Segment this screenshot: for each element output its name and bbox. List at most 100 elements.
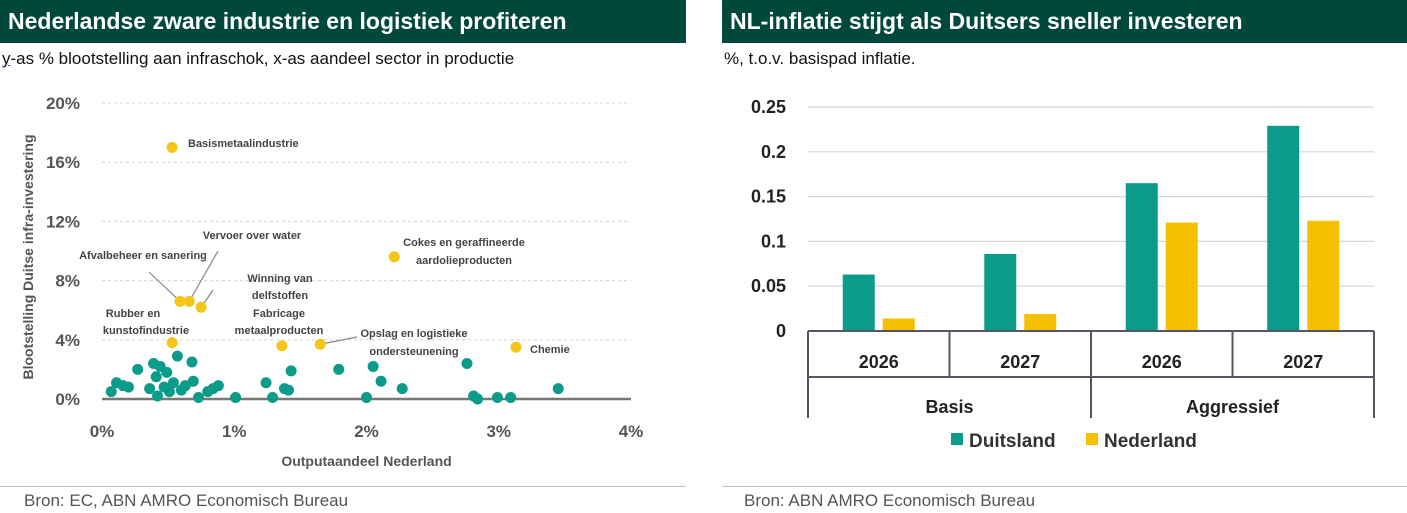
x-tick-label: 3% — [486, 422, 511, 441]
y-tick-label: 0.15 — [751, 187, 786, 207]
point-label-line: metaalproducten — [235, 325, 324, 337]
y-tick-label: 12% — [46, 212, 80, 231]
y-tick-label: 16% — [46, 153, 80, 172]
scatter-point — [461, 357, 473, 369]
point-label-line: Vervoer over water — [203, 230, 302, 242]
scatter-point — [260, 377, 272, 389]
bar-duitsland-1 — [984, 253, 1017, 331]
category-label: 2026 — [859, 352, 899, 372]
x-axis-title: Outputaandeel Nederland — [281, 453, 451, 469]
bar-duitsland-2 — [1125, 183, 1158, 331]
leader-line — [320, 336, 358, 345]
point-label: Fabricage metaalproducten — [235, 308, 324, 337]
bar-nederland-2 — [1165, 222, 1198, 331]
scatter-point — [361, 392, 372, 404]
scatter-point-highlighted — [166, 337, 178, 349]
bar-panel: NL-inflatie stijgt als Duitsers sneller … — [722, 0, 1407, 513]
scatter-chart: 0% 4% 8% 12% 16% 20% 0% 1% 2% 3% 4% Outputaandeel N… — [20, 94, 644, 469]
legend-label: Duitsland — [969, 431, 1056, 452]
scatter-point-highlighted — [510, 341, 522, 353]
category-label: 2026 — [1142, 352, 1182, 372]
scatter-point — [152, 390, 164, 402]
y-tick-label: 0% — [55, 390, 80, 409]
scatter-source-divider — [0, 486, 686, 487]
point-label: Chemie — [530, 344, 570, 356]
scatter-source: Bron: EC, ABN AMRO Economisch Bureau — [24, 491, 349, 510]
point-label: Rubber en kunstofindustrie — [103, 308, 189, 337]
category-label: 2027 — [1000, 352, 1040, 372]
scatter-point — [333, 363, 345, 375]
scatter-point — [267, 392, 279, 404]
subtitle-rest: -as % blootstelling aan infraschok, x-as… — [10, 49, 515, 68]
point-label-line: kunstofindustrie — [103, 325, 189, 337]
bar-chart: 0 0.05 0.1 0.15 0.2 0.25 2026 2027 2026 2027 Basis… — [751, 97, 1375, 452]
point-label-line: Basismetaalindustrie — [188, 138, 299, 150]
point-label: Vervoer over water — [203, 230, 302, 242]
point-label: Cokes en geraffineerde aardolieproducten — [403, 237, 525, 267]
y-tick-label: 0.25 — [751, 97, 786, 117]
scatter-point — [150, 371, 162, 383]
bar-nederland-1 — [1024, 313, 1057, 331]
bar-subtitle: %, t.o.v. basispad inflatie. — [724, 49, 916, 68]
scatter-title: Nederlandse zware industrie en logistiek… — [0, 0, 686, 43]
point-label-line: ondersteunening — [369, 346, 458, 358]
scatter-point — [187, 375, 199, 387]
scatter-point-highlighted — [276, 340, 288, 352]
group-label: Aggressief — [1186, 397, 1280, 417]
legend-swatch — [951, 433, 963, 445]
scatter-point — [144, 383, 156, 395]
scatter-point — [505, 392, 517, 404]
scatter-point — [163, 386, 175, 398]
bar-duitsland-3 — [1267, 125, 1300, 331]
point-label-line: Chemie — [530, 344, 570, 356]
scatter-point — [193, 392, 205, 404]
scatter-subtitle: y-as % blootstelling aan infraschok, x-a… — [2, 49, 514, 69]
bar-title: NL-inflatie stijgt als Duitsers sneller … — [722, 0, 1407, 43]
point-label-line: Opslag en logistieke — [361, 328, 468, 340]
scatter-point — [105, 386, 117, 398]
x-tick-label: 0% — [90, 422, 115, 441]
scatter-point-highlighted — [183, 295, 195, 307]
scatter-point — [367, 360, 379, 372]
scatter-point — [186, 356, 198, 368]
scatter-point — [396, 383, 408, 395]
scatter-point — [375, 375, 387, 387]
scatter-point — [472, 393, 484, 405]
point-label-line: Rubber en — [106, 308, 161, 320]
scatter-point-highlighted — [314, 338, 326, 350]
point-label: Afvalbeheer en sanering — [79, 250, 207, 262]
scatter-point-highlighted — [388, 251, 400, 263]
group-label: Basis — [925, 397, 973, 417]
point-label-line: Fabricage — [253, 308, 305, 320]
point-label-line: aardolieproducten — [416, 255, 512, 267]
subtitle-y-link[interactable]: y — [2, 49, 11, 68]
y-tick-label: 8% — [55, 272, 80, 291]
y-tick-label: 0.2 — [761, 142, 786, 162]
y-tick-label: 0 — [776, 321, 786, 341]
point-label-line: Afvalbeheer en sanering — [79, 250, 207, 262]
scatter-panel: Nederlandse zware industrie en logistiek… — [0, 0, 686, 513]
scatter-point — [212, 380, 224, 392]
point-label: Basismetaalindustrie — [188, 138, 299, 150]
scatter-point — [491, 392, 503, 404]
y-tick-label: 0.1 — [761, 231, 786, 251]
bar-source-divider — [722, 486, 1407, 487]
scatter-point-highlighted — [195, 301, 207, 313]
scatter-point — [285, 365, 297, 377]
point-label: Winning van delfstoffen — [247, 273, 313, 302]
y-tick-label: 0.05 — [751, 276, 786, 296]
legend-label: Nederland — [1104, 431, 1197, 452]
point-label-line: Cokes en geraffineerde — [403, 237, 525, 249]
scatter-point — [171, 350, 183, 362]
x-tick-label: 1% — [222, 422, 247, 441]
bar-source: Bron: ABN AMRO Economisch Bureau — [744, 491, 1036, 510]
scatter-point — [230, 392, 242, 404]
x-tick-label: 4% — [619, 422, 644, 441]
point-label-line: Winning van — [247, 273, 313, 285]
bar-duitsland-0 — [842, 274, 875, 331]
legend-swatch — [1086, 433, 1098, 445]
bar-nederland-0 — [882, 318, 915, 331]
scatter-point — [167, 377, 179, 389]
bar-nederland-3 — [1307, 220, 1340, 331]
scatter-point-highlighted — [174, 295, 186, 307]
